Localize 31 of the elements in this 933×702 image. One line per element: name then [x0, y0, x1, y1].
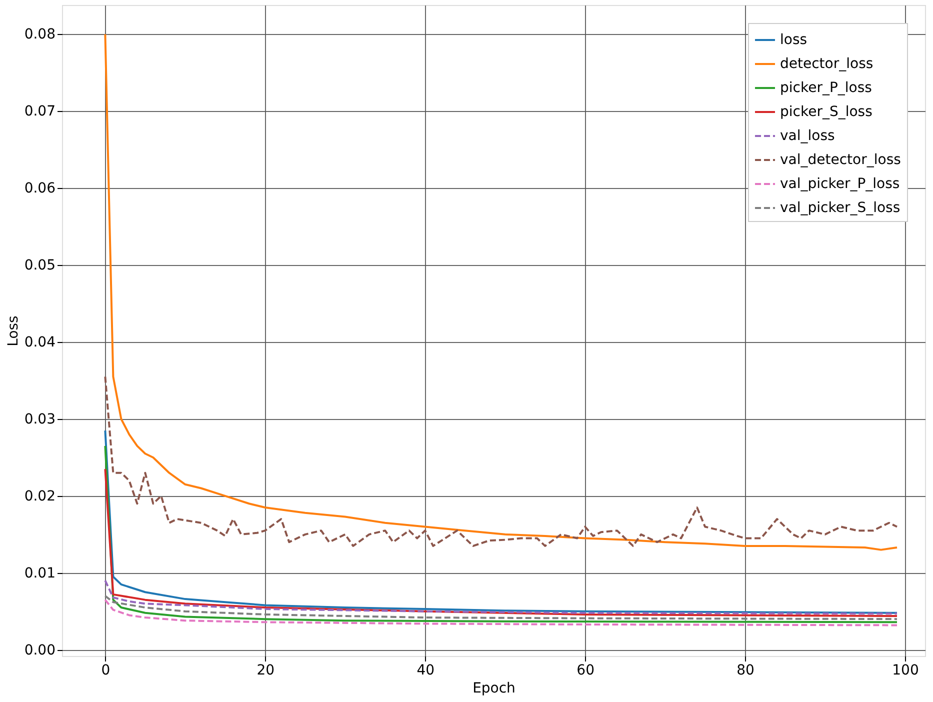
- y-axis-title: Loss: [5, 316, 22, 346]
- line-series: [104, 598, 898, 626]
- y-tick-label: 0.07: [24, 104, 56, 120]
- x-tick-label: 100: [892, 662, 919, 678]
- y-tick-label: 0.08: [24, 26, 56, 43]
- legend-label: val_detector_loss: [780, 152, 901, 168]
- x-tick-label: 40: [416, 662, 435, 678]
- y-tick-label: 0.00: [24, 642, 56, 658]
- x-axis-title: Epoch: [472, 680, 516, 696]
- legend-label: loss: [780, 32, 808, 48]
- legend-label: detector_loss: [780, 56, 874, 72]
- legend-label: val_loss: [780, 128, 835, 144]
- legend-label: val_picker_P_loss: [780, 176, 900, 192]
- line-series: [104, 594, 898, 620]
- line-series: [104, 468, 898, 617]
- legend-label: val_picker_S_loss: [780, 200, 900, 216]
- x-tick-label: 60: [576, 662, 594, 678]
- line-series: [104, 580, 898, 615]
- x-tick-label: 80: [736, 662, 754, 678]
- y-tick-label: 0.02: [24, 488, 56, 504]
- y-tick-label: 0.04: [24, 334, 56, 351]
- legend-label: picker_S_loss: [780, 104, 872, 120]
- y-tick-label: 0.03: [24, 411, 56, 428]
- y-tick-label: 0.05: [24, 258, 56, 274]
- x-tick-label: 20: [256, 662, 275, 678]
- y-tick-label: 0.06: [24, 180, 56, 197]
- y-tick-label: 0.01: [24, 565, 56, 582]
- line-series: [104, 33, 898, 551]
- x-tick-label: 0: [101, 662, 110, 678]
- legend-label: picker_P_loss: [780, 80, 872, 96]
- line-series: [104, 376, 898, 547]
